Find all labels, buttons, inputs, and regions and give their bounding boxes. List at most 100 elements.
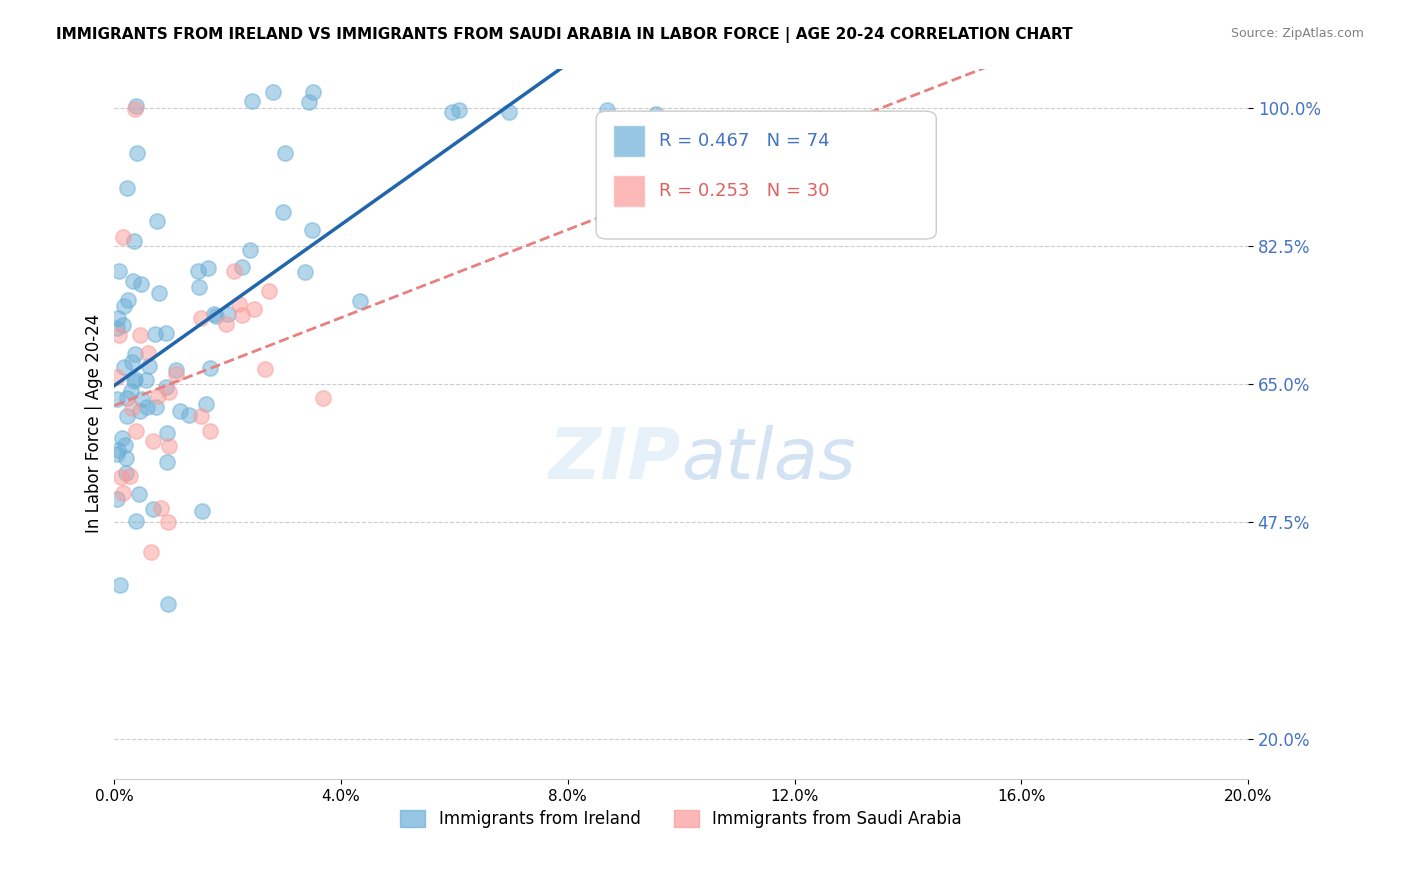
ireland [131,392,153,406]
saudi [231,309,253,323]
ireland [157,597,180,611]
saudi [312,392,335,406]
ireland [596,103,619,117]
saudi [165,368,187,382]
ireland [107,264,129,278]
ireland [117,293,139,307]
ireland [111,431,134,445]
saudi [198,424,221,438]
saudi [142,434,165,448]
FancyBboxPatch shape [613,175,645,207]
saudi [108,328,131,343]
ireland [114,438,136,452]
ireland [177,408,200,422]
ireland [217,307,239,321]
Text: R = 0.467   N = 74: R = 0.467 N = 74 [658,132,830,150]
ireland [122,275,145,289]
saudi [190,310,212,325]
ireland [156,425,179,440]
Legend: Immigrants from Ireland, Immigrants from Saudi Arabia: Immigrants from Ireland, Immigrants from… [394,803,969,835]
ireland [115,450,138,465]
ireland [298,95,321,109]
saudi [141,544,163,558]
ireland [107,310,129,325]
FancyBboxPatch shape [596,112,936,239]
ireland [155,326,177,341]
Text: atlas: atlas [681,425,856,494]
ireland [105,392,128,407]
saudi [222,264,245,278]
Text: R = 0.467   N = 74: R = 0.467 N = 74 [624,128,796,146]
ireland [449,103,471,117]
ireland [111,318,134,332]
ireland [441,105,464,120]
ireland [498,104,520,119]
ireland [274,146,297,161]
ireland [165,363,187,377]
ireland [124,514,146,528]
ireland [349,294,371,309]
ireland [197,260,219,275]
ireland [138,359,160,373]
ireland [239,244,262,258]
ireland [124,346,146,360]
ireland [145,214,167,228]
saudi [120,469,142,483]
ireland [204,309,226,323]
ireland [112,299,135,313]
saudi [112,486,135,500]
ireland [231,260,253,274]
ireland [169,403,191,417]
Text: R = 0.253   N = 30: R = 0.253 N = 30 [624,186,794,203]
saudi [228,296,250,310]
ireland [125,99,148,113]
Y-axis label: In Labor Force | Age 20-24: In Labor Force | Age 20-24 [86,314,103,533]
ireland [195,397,218,411]
saudi [128,328,150,343]
saudi [157,439,180,453]
ireland [115,466,138,480]
ireland [105,491,128,506]
ireland [108,577,131,591]
ireland [135,373,157,387]
ireland [302,85,325,99]
saudi [157,516,180,530]
ireland [115,181,138,195]
ireland [107,442,129,457]
saudi [125,424,148,438]
ireland [105,447,128,461]
Text: R = 0.253   N = 30: R = 0.253 N = 30 [658,182,830,200]
ireland [129,404,152,418]
saudi [150,500,173,515]
ireland [188,280,211,294]
ireland [136,400,159,414]
ireland [128,487,150,501]
ireland [142,501,165,516]
saudi [257,284,280,298]
ireland [121,355,143,369]
ireland [645,107,668,121]
saudi [124,102,146,116]
Text: IMMIGRANTS FROM IRELAND VS IMMIGRANTS FROM SAUDI ARABIA IN LABOR FORCE | AGE 20-: IMMIGRANTS FROM IRELAND VS IMMIGRANTS FR… [56,27,1073,43]
ireland [148,286,170,301]
saudi [121,401,143,416]
ireland [271,205,294,219]
ireland [129,277,152,292]
ireland [262,85,284,99]
ireland [124,371,146,385]
FancyBboxPatch shape [613,126,645,157]
Text: ZIP: ZIP [548,425,681,494]
ireland [301,223,323,237]
ireland [115,392,138,406]
ireland [190,504,212,518]
saudi [146,389,169,403]
saudi [253,362,276,376]
saudi [215,317,238,331]
saudi [110,469,132,483]
ireland [145,400,167,414]
ireland [120,384,142,398]
ireland [125,145,148,160]
ireland [143,327,166,342]
ireland [187,263,209,277]
saudi [111,229,134,244]
